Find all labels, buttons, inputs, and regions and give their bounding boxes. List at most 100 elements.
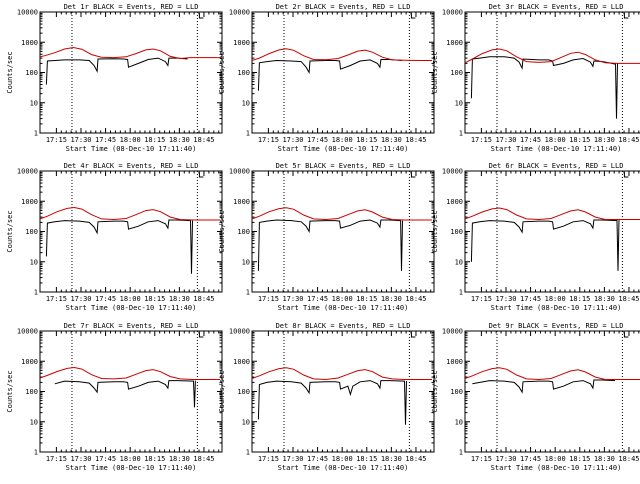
- series-line-lld: [251, 367, 432, 381]
- x-axis-label: Start Time (08-Dec-10 17:11:40): [66, 304, 197, 312]
- y-tick-label: 10000: [17, 168, 38, 176]
- y-tick-label: 100: [25, 388, 38, 396]
- y-tick-label: 10000: [17, 9, 38, 17]
- interval-marker: [198, 172, 204, 178]
- x-tick-label: 17:45: [520, 455, 541, 463]
- x-tick-label: 18:30: [381, 295, 402, 303]
- x-tick-label: 17:30: [495, 295, 516, 303]
- y-tick-label: 10: [455, 418, 463, 426]
- y-tick-label: 1000: [446, 39, 463, 47]
- interval-marker: [623, 332, 629, 338]
- y-tick-label: 1000: [446, 198, 463, 206]
- panel: Det 7r BLACK = Events, RED = LLD 1 10 100 10…: [6, 322, 223, 472]
- plot-frame: [464, 11, 640, 134]
- interval-marker: [198, 332, 204, 338]
- x-tick-label: 18:00: [332, 455, 353, 463]
- x-tick-label: 18:15: [144, 136, 165, 144]
- x-tick-label: 18:15: [356, 295, 377, 303]
- plot-frame: [251, 170, 435, 293]
- x-axis-label: Start Time (08-Dec-10 17:11:40): [278, 464, 409, 472]
- y-tick-label: 10: [30, 418, 38, 426]
- x-tick-label: 18:00: [545, 295, 566, 303]
- panel-title: Det 4r BLACK = Events, RED = LLD: [64, 162, 199, 170]
- x-tick-label: 17:45: [95, 455, 116, 463]
- y-tick-label: 100: [25, 228, 38, 236]
- y-tick-label: 1000: [21, 198, 38, 206]
- x-tick-label: 18:00: [545, 136, 566, 144]
- x-tick-label: 17:45: [95, 295, 116, 303]
- y-tick-label: 100: [237, 228, 250, 236]
- panel-title: Det 2r BLACK = Events, RED = LLD: [276, 3, 411, 11]
- x-tick-label: 18:30: [169, 136, 190, 144]
- x-tick-label: 18:15: [356, 455, 377, 463]
- panel: Det 4r BLACK = Events, RED = LLD 1 10 100 10…: [6, 162, 223, 312]
- interval-marker: [410, 332, 416, 338]
- y-tick-label: 100: [237, 69, 250, 77]
- y-tick-label: 10: [30, 258, 38, 266]
- series-line-events: [45, 219, 193, 274]
- x-tick-label: 17:30: [495, 455, 516, 463]
- panel-title: Det 8r BLACK = Events, RED = LLD: [276, 322, 411, 330]
- y-tick-label: 10: [242, 258, 250, 266]
- x-tick-label: 17:45: [520, 136, 541, 144]
- x-tick-label: 18:30: [594, 455, 615, 463]
- x-tick-label: 17:45: [307, 295, 328, 303]
- plot-frame: [39, 170, 223, 293]
- x-tick-label: 17:15: [258, 455, 279, 463]
- interval-marker: [410, 13, 416, 19]
- y-tick-label: 1: [34, 130, 38, 138]
- y-axis-label: Counts/sec: [6, 210, 14, 252]
- x-tick-label: 17:15: [471, 295, 492, 303]
- y-tick-label: 1: [459, 449, 463, 457]
- x-tick-label: 17:45: [520, 295, 541, 303]
- series-line-events: [257, 380, 407, 425]
- panel-title: Det 3r BLACK = Events, RED = LLD: [489, 3, 624, 11]
- y-tick-label: 1: [246, 289, 250, 297]
- x-tick-label: 18:00: [120, 136, 141, 144]
- y-tick-label: 1000: [21, 39, 38, 47]
- x-tick-label: 18:00: [545, 455, 566, 463]
- series-line-lld: [251, 207, 432, 221]
- x-tick-label: 17:30: [70, 136, 91, 144]
- y-axis-label: Counts/sec: [218, 370, 226, 412]
- series-line-lld: [39, 366, 220, 380]
- panel: Det 6r BLACK = Events, RED = LLD 1 10 100 10…: [431, 162, 640, 312]
- series-line-lld: [39, 46, 220, 60]
- y-axis-label: Counts/sec: [6, 51, 14, 93]
- plot-frame: [464, 170, 640, 293]
- plot-frame: [251, 11, 435, 134]
- y-axis-label: Counts/sec: [218, 51, 226, 93]
- x-tick-label: 17:15: [471, 455, 492, 463]
- interval-marker: [198, 13, 204, 19]
- x-tick-label: 17:15: [46, 455, 67, 463]
- series-line-lld: [464, 48, 640, 64]
- y-tick-label: 10000: [442, 328, 463, 336]
- panel-title: Det 7r BLACK = Events, RED = LLD: [64, 322, 199, 330]
- x-tick-label: 18:45: [405, 455, 426, 463]
- x-tick-label: 17:45: [307, 455, 328, 463]
- x-tick-label: 18:30: [381, 455, 402, 463]
- y-tick-label: 1000: [233, 358, 250, 366]
- x-tick-label: 18:45: [618, 295, 639, 303]
- y-tick-label: 100: [450, 388, 463, 396]
- y-tick-label: 1: [34, 449, 38, 457]
- x-tick-label: 17:30: [70, 295, 91, 303]
- panel: Det 3r BLACK = Events, RED = LLD 1 10 100 10…: [431, 3, 640, 153]
- x-tick-label: 17:30: [282, 455, 303, 463]
- x-tick-label: 17:45: [307, 136, 328, 144]
- interval-marker: [410, 172, 416, 178]
- y-tick-label: 1: [246, 449, 250, 457]
- x-axis-label: Start Time (08-Dec-10 17:11:40): [278, 304, 409, 312]
- panel: Det 9r BLACK = Events, RED = LLD 1 10 100 10…: [431, 322, 640, 472]
- x-tick-label: 18:45: [193, 136, 214, 144]
- series-line-events: [257, 219, 403, 271]
- x-tick-label: 18:15: [144, 455, 165, 463]
- series-line-lld: [39, 206, 220, 221]
- series-line-events: [45, 57, 188, 85]
- y-axis-label: Counts/sec: [218, 210, 226, 252]
- x-tick-label: 18:45: [405, 136, 426, 144]
- y-tick-label: 100: [25, 69, 38, 77]
- x-axis-label: Start Time (08-Dec-10 17:11:40): [491, 304, 622, 312]
- y-tick-label: 1: [459, 130, 463, 138]
